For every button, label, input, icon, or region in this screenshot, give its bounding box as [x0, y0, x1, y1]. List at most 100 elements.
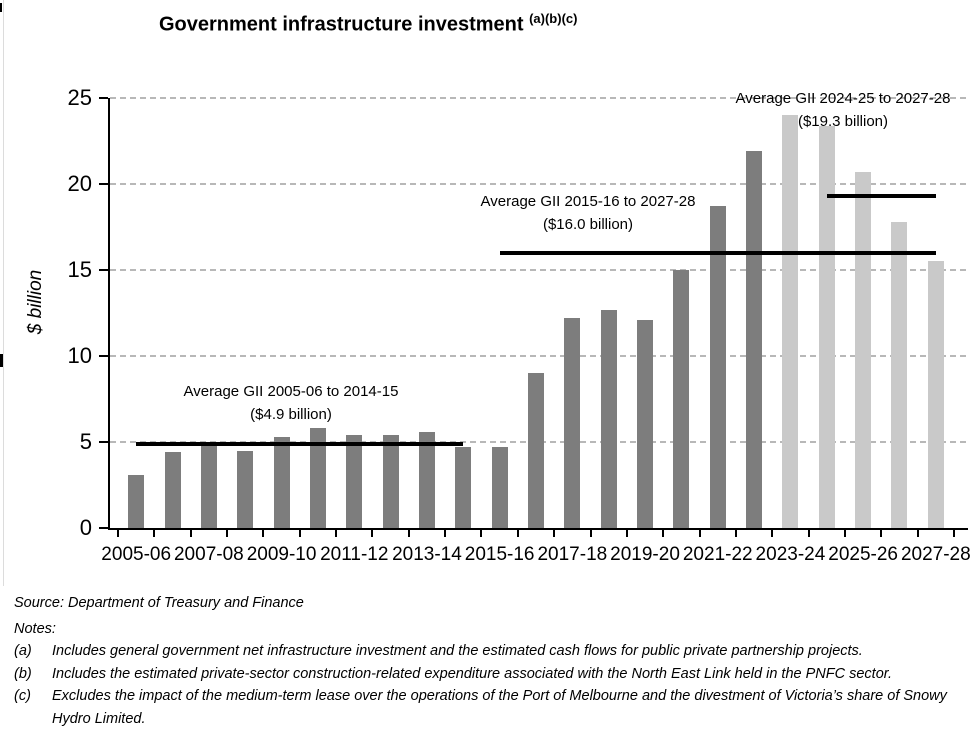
x-axis-label: 2009-10	[246, 544, 317, 565]
scan-artifact-mark	[0, 3, 2, 12]
x-axis-tick	[771, 530, 774, 537]
y-axis-tick	[99, 441, 108, 443]
average-line-4.9	[136, 441, 464, 446]
x-axis-line	[108, 528, 968, 530]
bar-2006-07	[164, 452, 181, 528]
y-axis-tick-label: 10	[67, 343, 92, 368]
x-axis-tick	[880, 530, 883, 537]
x-axis-tick	[444, 530, 447, 537]
x-axis-label: 2017-18	[537, 544, 608, 565]
x-axis-label: 2027-28	[900, 544, 971, 565]
x-axis-tick	[189, 530, 192, 537]
bar-2008-09	[237, 450, 254, 528]
x-axis-tick	[734, 530, 737, 537]
x-axis-label: 2025-26	[828, 544, 898, 565]
x-axis-label: 2007-08	[173, 544, 244, 565]
bar-2020-21	[673, 270, 690, 528]
x-axis-tick	[371, 530, 374, 537]
note-text: Excludes the impact of the medium-term l…	[52, 688, 947, 727]
notes-list: (a) Includes general government net infra…	[14, 640, 967, 730]
y-axis-line	[108, 98, 110, 530]
gridline-20	[110, 183, 966, 185]
note-text: Includes the estimated private-sector co…	[52, 665, 893, 682]
bar-2014-15	[455, 447, 472, 528]
x-axis-tick	[698, 530, 701, 537]
average-line-19.3	[826, 194, 936, 199]
gridline-25	[110, 97, 966, 99]
bar-2015-16	[491, 447, 508, 528]
chart-title: Government infrastructure investment (a)…	[159, 11, 577, 37]
notes-heading: Notes:	[14, 620, 56, 637]
plot-area: 0 5 10 15 20 25 2005-06 2007-08 2009-10 2011-12 20…	[68, 85, 971, 565]
y-axis-tick-label: 20	[67, 171, 92, 196]
note-label: (c)	[14, 688, 31, 704]
bar-2011-12	[346, 435, 363, 528]
note-row: (c) Excludes the impact of the medium-ter…	[14, 685, 967, 730]
x-axis-tick	[335, 530, 338, 537]
x-axis-tick	[916, 530, 919, 537]
bar-2024-25	[818, 125, 835, 528]
annotation-line2: ($16.0 billion)	[542, 216, 634, 233]
bar-2017-18	[564, 318, 581, 528]
y-axis-tick-label: 25	[67, 85, 92, 110]
annotation-line2: ($19.3 billion)	[797, 113, 889, 130]
y-axis-tick	[99, 355, 108, 357]
bar-2016-17	[528, 373, 544, 528]
note-text: Includes general government net infrastr…	[52, 643, 863, 659]
y-axis-tick-label: 5	[79, 429, 92, 454]
gridline-15	[110, 269, 966, 271]
x-axis-tick	[117, 530, 119, 537]
y-axis-tick	[99, 269, 108, 271]
annotation-line1: Average GII 2005-06 to 2014-15	[183, 383, 399, 400]
bar-2018-19	[600, 309, 617, 528]
x-axis-tick	[153, 530, 156, 537]
x-axis-tick	[516, 530, 519, 537]
note-label: (b)	[14, 665, 32, 682]
x-axis-tick	[807, 530, 810, 537]
y-axis-tick	[99, 527, 108, 529]
source-line: Source: Department of Treasury and Finan…	[14, 595, 304, 611]
x-axis-tick	[625, 530, 628, 537]
bar-2009-10	[273, 436, 290, 528]
bar-2021-22	[709, 206, 726, 528]
average-annotation-16: Average GII 2015-16 to 2027-28 ($16.0 bil…	[481, 190, 696, 236]
x-axis-tick	[262, 530, 265, 537]
x-axis-tick	[407, 530, 410, 537]
x-axis-label: 2013-14	[392, 544, 462, 565]
x-axis-label: 2019-20	[610, 544, 680, 565]
annotation-line1: Average GII 2024-25 to 2027-28	[735, 90, 951, 107]
note-row: (a) Includes general government net infra…	[14, 640, 967, 663]
bar-2023-24	[782, 115, 799, 528]
x-axis-label: 2023-24	[755, 544, 826, 565]
bar-2019-20	[637, 319, 654, 528]
x-axis-label: 2015-16	[464, 544, 535, 565]
footer-notes: Source: Department of Treasury and Finan…	[14, 592, 967, 730]
bar-2026-27	[891, 221, 908, 528]
x-axis-tick	[843, 530, 846, 537]
average-annotation-19.3: Average GII 2024-25 to 2027-28 ($19.3 bil…	[736, 87, 951, 133]
x-axis-tick	[226, 530, 229, 537]
annotation-line1: Average GII 2015-16 to 2027-28	[480, 193, 696, 210]
y-axis-tick	[99, 97, 108, 99]
scan-artifact-mark	[0, 354, 3, 367]
x-axis-tick	[298, 530, 301, 537]
chart-title-note-refs: (a)(b)(c)	[529, 11, 578, 26]
scan-edge-line	[3, 0, 4, 586]
note-label: (a)	[14, 643, 32, 659]
bar-2012-13	[382, 435, 399, 528]
y-axis-tick-label: 0	[79, 515, 92, 540]
annotation-line2: ($4.9 billion)	[250, 406, 332, 423]
x-axis-label: 2011-12	[320, 544, 389, 565]
bar-2013-14	[418, 431, 435, 528]
bar-2010-11	[309, 428, 326, 528]
bar-2025-26	[855, 171, 872, 528]
x-axis-label: 2005-06	[101, 544, 172, 565]
x-axis-tick	[662, 530, 665, 537]
y-axis-tick	[99, 183, 108, 185]
note-row: (b) Includes the estimated private-sector…	[14, 663, 967, 686]
x-axis-tick	[589, 530, 592, 537]
x-axis-label: 2021-22	[682, 544, 753, 565]
chart-title-text: Government infrastructure investment	[159, 13, 524, 36]
gridline-10	[110, 355, 966, 357]
